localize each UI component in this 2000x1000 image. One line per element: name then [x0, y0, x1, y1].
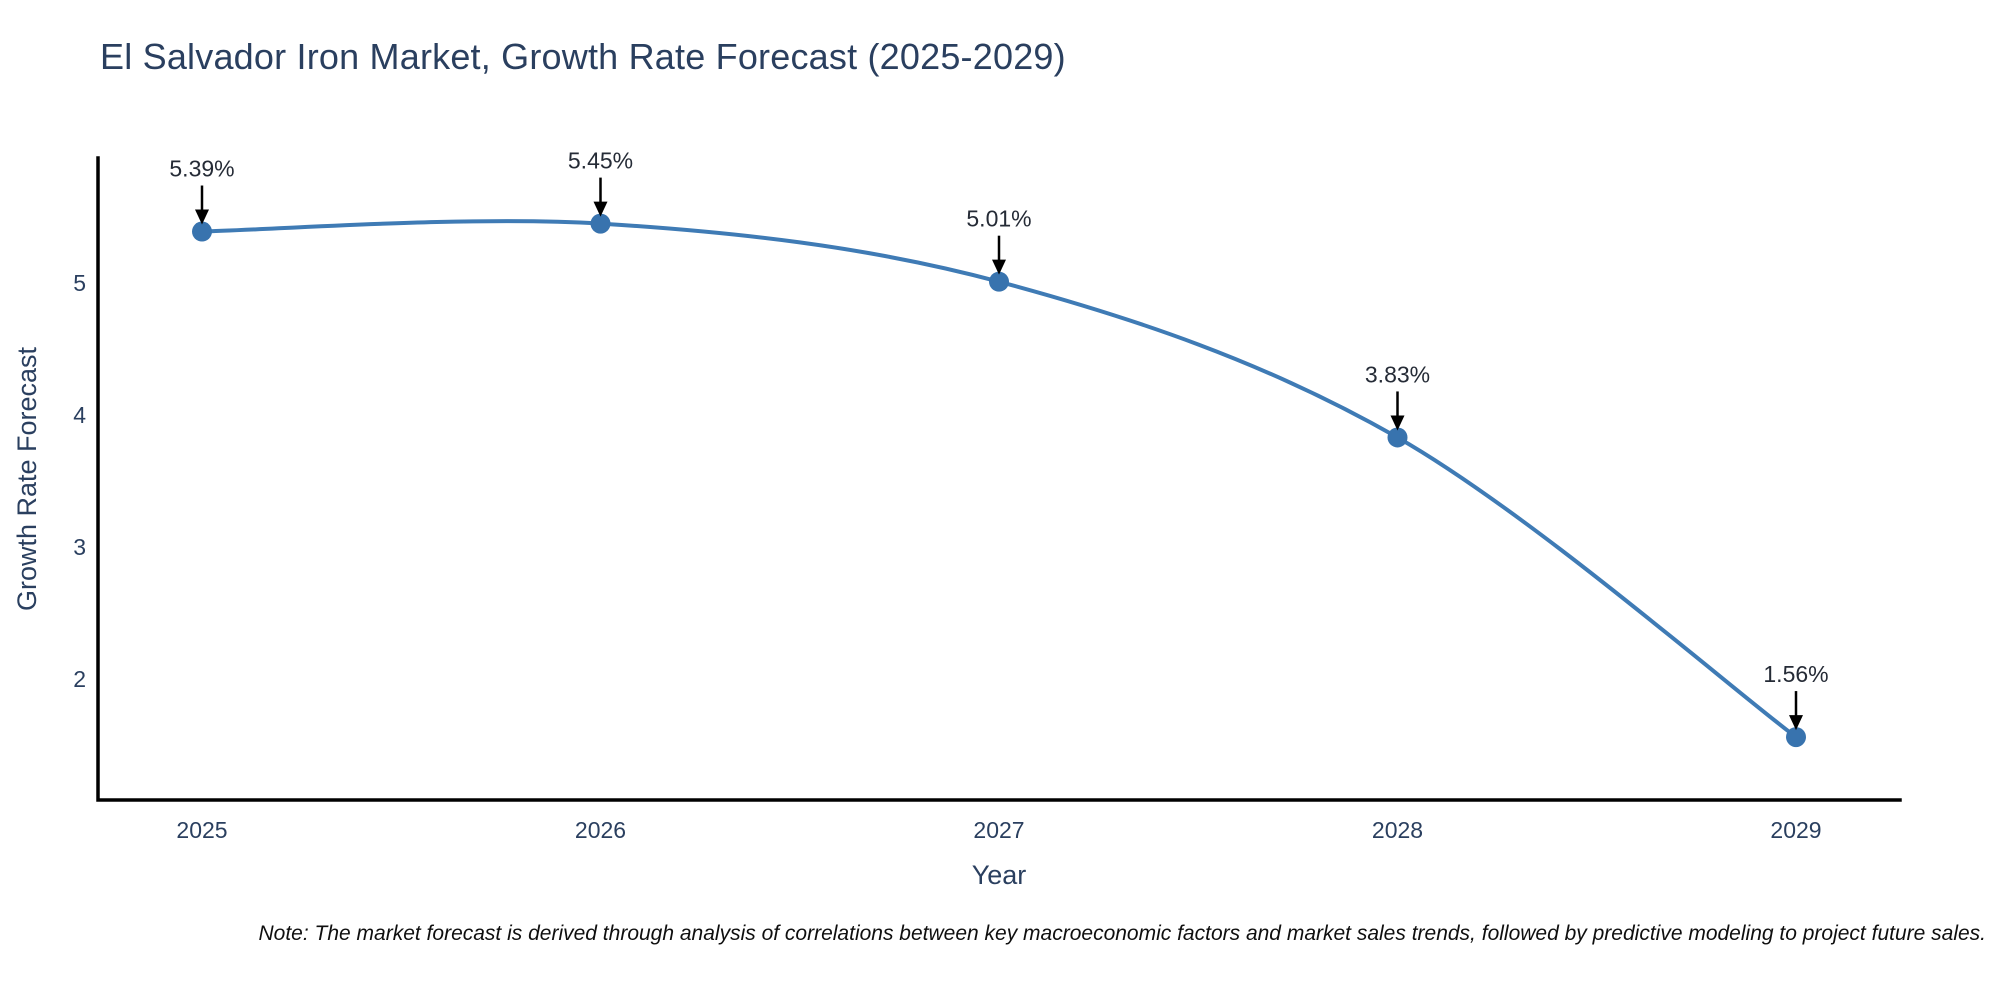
data-point-marker [590, 213, 611, 234]
chart-title: El Salvador Iron Market, Growth Rate For… [100, 36, 1066, 77]
point-value-label: 5.01% [966, 206, 1031, 232]
point-value-label: 3.83% [1365, 361, 1430, 387]
data-point-marker [1387, 427, 1408, 448]
tick-labels: 2 3 4 5 2025 2026 2027 2028 2029 [73, 270, 1821, 843]
annotations: 5.39% 5.45% 5.01% 3.83% 1.56% [169, 148, 1829, 731]
annotation-arrowhead-icon [593, 201, 608, 217]
data-point-marker [192, 221, 212, 242]
data-point-marker [1786, 727, 1806, 748]
x-tick-label: 2025 [176, 817, 227, 843]
y-tick-label: 4 [73, 402, 86, 428]
x-tick-label: 2026 [575, 817, 626, 843]
x-tick-label: 2029 [1770, 817, 1821, 843]
data-point-marker [989, 271, 1009, 292]
footnote: Note: The market forecast is derived thr… [258, 922, 1987, 945]
axes [96, 156, 1902, 802]
x-axis-title: Year [972, 860, 1027, 890]
annotation-arrowhead-icon [1789, 715, 1803, 731]
x-tick-label: 2028 [1372, 817, 1423, 843]
x-tick-label: 2027 [973, 817, 1024, 843]
point-value-label: 1.56% [1763, 661, 1828, 687]
point-value-label: 5.39% [169, 156, 234, 182]
point-value-label: 5.45% [568, 148, 633, 174]
line-series [192, 213, 1806, 748]
y-tick-label: 3 [73, 534, 86, 560]
annotation-arrowhead-icon [1390, 415, 1405, 431]
axis-lines [96, 156, 1902, 802]
y-axis-title: Growth Rate Forecast [12, 346, 42, 611]
forecast-line [200, 219, 1798, 740]
y-tick-label: 2 [73, 666, 86, 692]
annotation-arrowhead-icon [195, 209, 209, 225]
y-tick-label: 5 [73, 270, 86, 296]
annotation-arrowhead-icon [992, 259, 1006, 275]
